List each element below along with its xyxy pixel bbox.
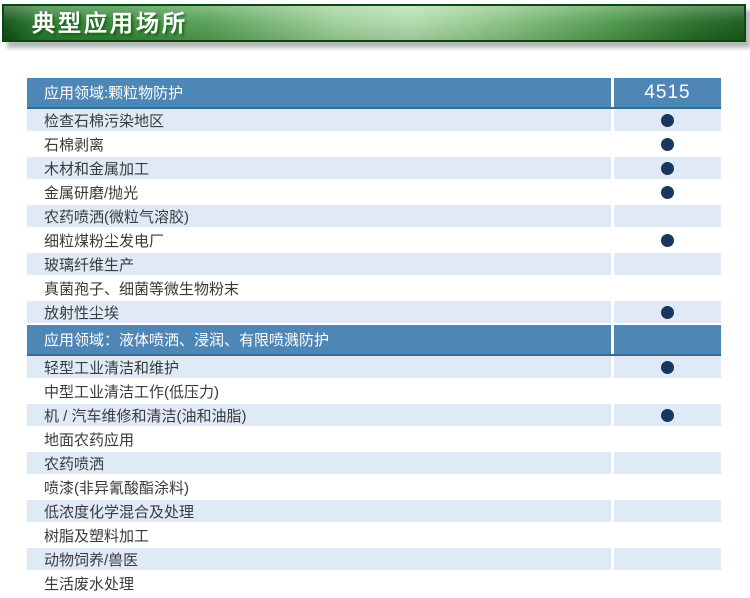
indicator-cell <box>611 524 721 546</box>
indicator-cell <box>611 428 721 450</box>
section-header-indicator-cell <box>611 325 721 354</box>
table-row: 树脂及塑料加工 <box>27 524 721 548</box>
application-cell: 检查石棉污染地区 <box>27 109 611 131</box>
table-row: 轻型工业清洁和维护 <box>27 356 721 380</box>
dot-indicator <box>661 113 674 127</box>
dot-indicator <box>661 233 674 247</box>
indicator-cell <box>611 301 721 323</box>
table-row: 喷漆(非异氰酸酯涂料) <box>27 476 721 500</box>
application-cell: 喷漆(非异氰酸酯涂料) <box>27 476 611 498</box>
application-cell: 细粒煤粉尘发电厂 <box>27 229 611 251</box>
application-cell: 玻璃纤维生产 <box>27 253 611 275</box>
table-row: 细粒煤粉尘发电厂 <box>27 229 721 253</box>
application-label: 机 / 汽车维修和清洁(油和油脂) <box>44 407 247 425</box>
application-cell: 金属研磨/抛光 <box>27 181 611 203</box>
indicator-cell <box>611 205 721 227</box>
application-cell: 低浓度化学混合及处理 <box>27 500 611 522</box>
indicator-cell <box>611 476 721 498</box>
application-label: 生活废水处理 <box>44 575 135 593</box>
application-label: 动物饲养/兽医 <box>44 551 139 569</box>
section-header-label: 应用领域：液体喷洒、浸润、有限喷溅防护 <box>44 332 330 349</box>
application-cell: 中型工业清洁工作(低压力) <box>27 380 611 402</box>
application-cell: 动物饲养/兽医 <box>27 548 611 570</box>
table-row: 真菌孢子、细菌等微生物粉末 <box>27 277 721 301</box>
application-cell: 农药喷洒 <box>27 452 611 474</box>
dot-indicator <box>661 161 674 175</box>
application-cell: 地面农药应用 <box>27 428 611 450</box>
indicator-cell <box>611 157 721 179</box>
table-row: 金属研磨/抛光 <box>27 181 721 205</box>
page-title: 典型应用场所 <box>32 10 188 36</box>
application-cell: 木材和金属加工 <box>27 157 611 179</box>
indicator-cell <box>611 181 721 203</box>
dot-indicator <box>661 305 674 319</box>
table-row: 低浓度化学混合及处理 <box>27 500 721 524</box>
table-row: 生活废水处理 <box>27 572 721 596</box>
indicator-cell <box>611 572 721 594</box>
application-label: 真菌孢子、细菌等微生物粉末 <box>44 280 240 298</box>
application-label: 细粒煤粉尘发电厂 <box>44 232 165 250</box>
table-row: 地面农药应用 <box>27 428 721 452</box>
application-label: 农药喷洒(微粒气溶胶) <box>44 208 189 226</box>
table-row: 石棉剥离 <box>27 133 721 157</box>
indicator-cell <box>611 500 721 522</box>
application-cell: 石棉剥离 <box>27 133 611 155</box>
application-label: 中型工业清洁工作(低压力) <box>44 383 219 401</box>
section-header-row: 应用领域：液体喷洒、浸润、有限喷溅防护 <box>27 325 721 356</box>
application-cell: 机 / 汽车维修和清洁(油和油脂) <box>27 404 611 426</box>
dot-indicator <box>661 408 674 422</box>
product-code: 4515 <box>644 81 691 103</box>
application-cell: 真菌孢子、细菌等微生物粉末 <box>27 277 611 299</box>
section-header-row: 应用领域:颗粒物防护 4515 <box>27 78 721 109</box>
indicator-cell <box>611 356 721 378</box>
application-label: 木材和金属加工 <box>44 160 150 178</box>
indicator-cell <box>611 133 721 155</box>
table-row: 放射性尘埃 <box>27 301 721 325</box>
indicator-cell <box>611 253 721 275</box>
application-cell: 树脂及塑料加工 <box>27 524 611 546</box>
product-code-cell: 4515 <box>611 78 721 107</box>
indicator-cell <box>611 548 721 570</box>
table-row: 机 / 汽车维修和清洁(油和油脂) <box>27 404 721 428</box>
application-label: 地面农药应用 <box>44 431 135 449</box>
application-table: 应用领域:颗粒物防护 4515 检查石棉污染地区 石棉剥离木材和金属加工 金属研磨/抛光… <box>27 78 721 596</box>
indicator-cell <box>611 404 721 426</box>
application-label: 放射性尘埃 <box>44 304 120 322</box>
application-label: 石棉剥离 <box>44 136 105 154</box>
indicator-cell <box>611 109 721 131</box>
indicator-cell <box>611 380 721 402</box>
indicator-cell <box>611 452 721 474</box>
section-header-cell: 应用领域:颗粒物防护 <box>27 78 611 107</box>
table-row: 木材和金属加工 <box>27 157 721 181</box>
application-label: 金属研磨/抛光 <box>44 184 139 202</box>
dot-indicator <box>661 360 674 374</box>
table-row: 检查石棉污染地区 <box>27 109 721 133</box>
table-row: 中型工业清洁工作(低压力) <box>27 380 721 404</box>
application-label: 检查石棉污染地区 <box>44 112 165 130</box>
section-header-cell: 应用领域：液体喷洒、浸润、有限喷溅防护 <box>27 325 611 354</box>
title-banner: 典型应用场所 <box>2 4 746 42</box>
section-header-label: 应用领域:颗粒物防护 <box>44 85 184 102</box>
dot-indicator <box>661 185 674 199</box>
table-row: 玻璃纤维生产 <box>27 253 721 277</box>
application-label: 农药喷洒 <box>44 455 105 473</box>
dot-indicator <box>661 137 674 151</box>
table-row: 动物饲养/兽医 <box>27 548 721 572</box>
application-label: 轻型工业清洁和维护 <box>44 359 180 377</box>
table-row: 农药喷洒 <box>27 452 721 476</box>
application-label: 玻璃纤维生产 <box>44 256 135 274</box>
table-row: 农药喷洒(微粒气溶胶) <box>27 205 721 229</box>
application-cell: 农药喷洒(微粒气溶胶) <box>27 205 611 227</box>
application-label: 喷漆(非异氰酸酯涂料) <box>44 479 189 497</box>
indicator-cell <box>611 229 721 251</box>
application-cell: 生活废水处理 <box>27 572 611 594</box>
indicator-cell <box>611 277 721 299</box>
application-cell: 放射性尘埃 <box>27 301 611 323</box>
application-label: 低浓度化学混合及处理 <box>44 503 195 521</box>
application-cell: 轻型工业清洁和维护 <box>27 356 611 378</box>
application-label: 树脂及塑料加工 <box>44 527 150 545</box>
